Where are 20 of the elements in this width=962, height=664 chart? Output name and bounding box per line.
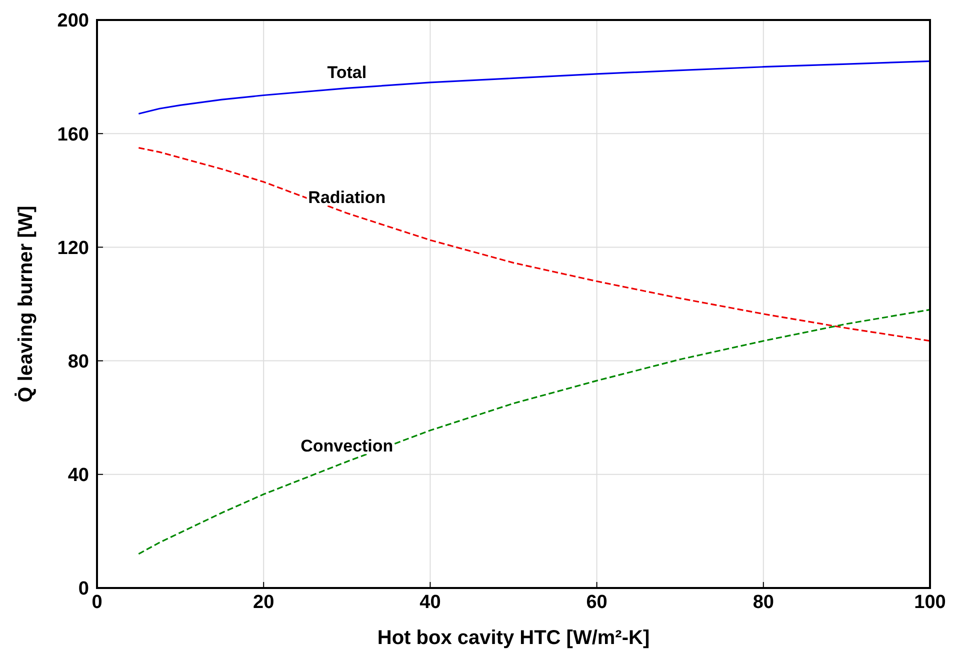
series-label: Radiation [308,188,386,208]
x-tick-label: 80 [752,592,774,613]
x-axis-title: Hot box cavity HTC [W/m²-K] [377,627,650,649]
y-axis-title: Q̇ leaving burner [W] [14,206,37,402]
series-label: Convection [300,436,394,456]
x-tick-label: 0 [92,592,102,613]
x-tick-label: 20 [253,592,274,613]
series-label: Total [327,63,367,82]
line-series [138,308,931,555]
y-tick-label: 40 [68,465,89,486]
y-tick-label: 80 [68,351,89,372]
line-series [138,60,931,115]
x-tick-label: 40 [420,592,441,613]
x-tick-label: 100 [914,592,946,613]
y-tick-label: 0 [78,578,89,600]
y-tick-label: 160 [57,124,89,146]
y-tick-label: 200 [57,10,89,32]
line-series [138,147,931,342]
x-tick-label: 60 [586,592,608,613]
y-tick-label: 120 [57,238,89,259]
